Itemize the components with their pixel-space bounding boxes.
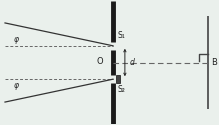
Text: O: O	[97, 57, 103, 66]
Text: S₁: S₁	[118, 31, 125, 40]
Text: d: d	[129, 58, 134, 67]
Text: S₂: S₂	[118, 85, 125, 94]
Text: φ: φ	[13, 34, 18, 43]
Text: B: B	[211, 58, 217, 67]
Text: φ: φ	[13, 82, 18, 90]
Bar	[116, 75, 120, 83]
